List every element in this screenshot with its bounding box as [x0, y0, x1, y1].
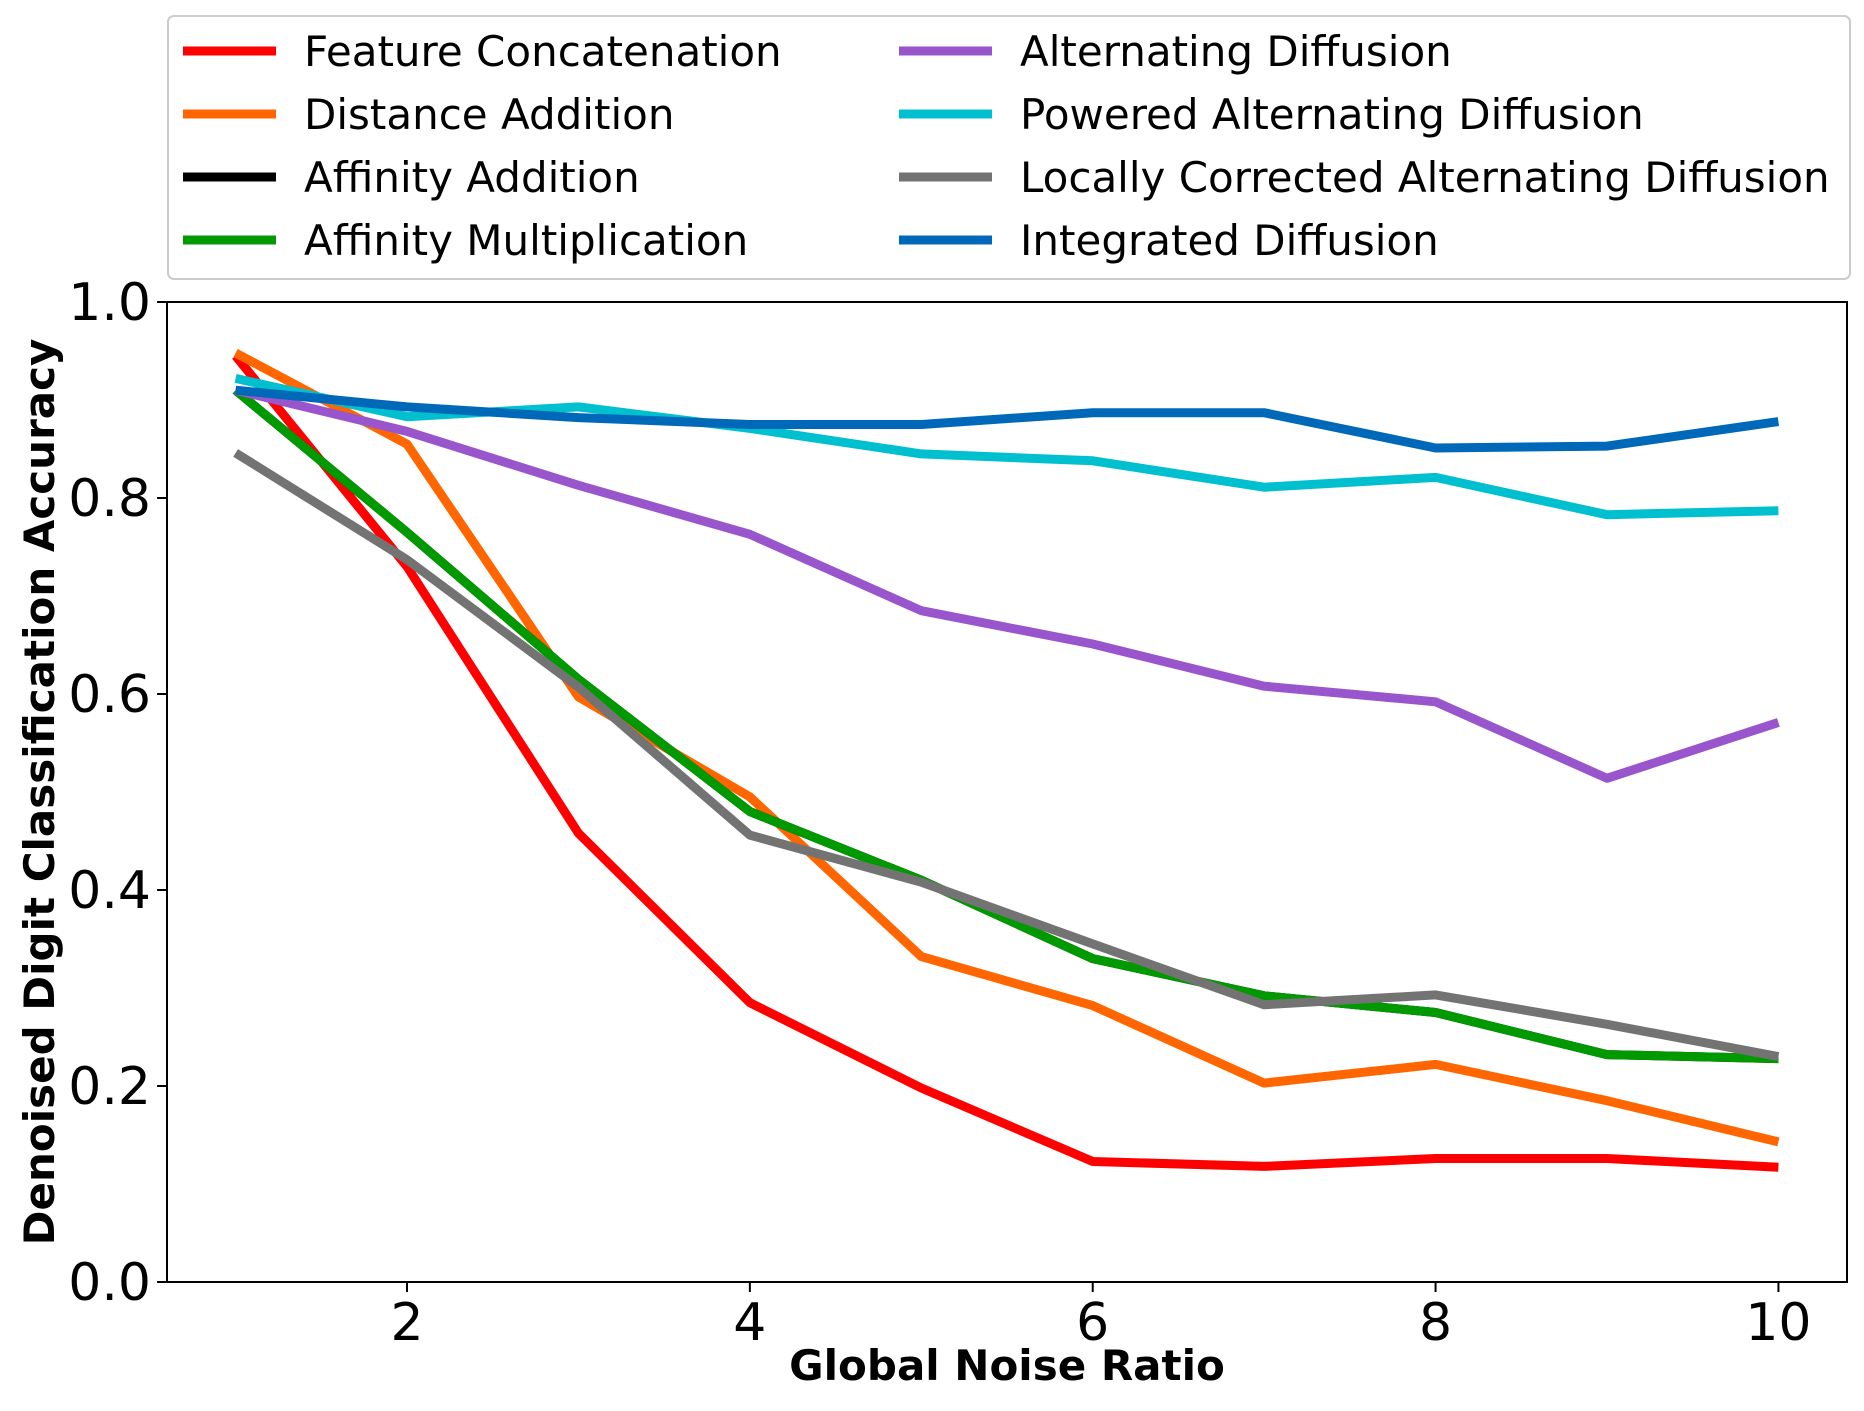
legend-label: Integrated Diffusion — [1020, 216, 1439, 265]
y-axis-title: Denoised Digit Classification Accuracy — [15, 339, 64, 1246]
legend-item: Affinity Multiplication — [183, 216, 748, 265]
x-tick-label: 10 — [1745, 1293, 1811, 1353]
y-tick-label: 0.6 — [68, 665, 151, 725]
legend-frame — [167, 15, 1851, 280]
legend-label: Feature Concatenation — [304, 27, 782, 76]
legend-item: Affinity Addition — [183, 153, 640, 202]
legend-label: Powered Alternating Diffusion — [1020, 90, 1644, 139]
x-tick-label: 6 — [1076, 1293, 1109, 1353]
x-tick-label: 4 — [733, 1293, 766, 1353]
legend-label: Alternating Diffusion — [1020, 27, 1452, 76]
series-line-4 — [234, 385, 1780, 783]
series-line-3 — [232, 386, 1779, 1064]
x-tick-label: 8 — [1419, 1293, 1452, 1353]
series-line-1 — [233, 349, 1780, 1147]
legend-item: Distance Addition — [183, 90, 674, 139]
plot-frame — [166, 301, 1848, 1283]
plot-area: 2 4 6 8 10 0.0 0.2 0.4 0.6 0.8 1.0 — [68, 273, 1848, 1353]
x-axis-title: Global Noise Ratio — [789, 1341, 1225, 1390]
legend-item: Alternating Diffusion — [899, 27, 1452, 76]
series-line-0 — [232, 353, 1779, 1172]
legend-item: Feature Concatenation — [183, 27, 782, 76]
legend-label: Affinity Addition — [304, 153, 640, 202]
x-tick-label: 2 — [390, 1293, 423, 1353]
series-line-6 — [233, 449, 1780, 1062]
y-tick-label: 0.2 — [68, 1057, 151, 1117]
legend-item: Integrated Diffusion — [899, 216, 1439, 265]
legend-label: Affinity Multiplication — [304, 216, 748, 265]
legend: Feature Concatenation Distance Addition Af… — [167, 15, 1851, 280]
legend-label: Locally Corrected Alternating Diffusion — [1020, 153, 1830, 202]
x-axis: 2 4 6 8 10 — [390, 1282, 1812, 1353]
legend-label: Distance Addition — [304, 90, 674, 139]
y-tick-label: 0.0 — [68, 1253, 151, 1313]
legend-item: Locally Corrected Alternating Diffusion — [899, 153, 1830, 202]
series-line-7 — [235, 385, 1780, 453]
legend-item: Powered Alternating Diffusion — [899, 90, 1644, 139]
y-tick-label: 1.0 — [68, 273, 151, 333]
series-layer — [232, 349, 1780, 1172]
y-axis: 0.0 0.2 0.4 0.6 0.8 1.0 — [68, 273, 167, 1313]
y-tick-label: 0.8 — [68, 469, 151, 529]
y-tick-label: 0.4 — [68, 861, 151, 921]
